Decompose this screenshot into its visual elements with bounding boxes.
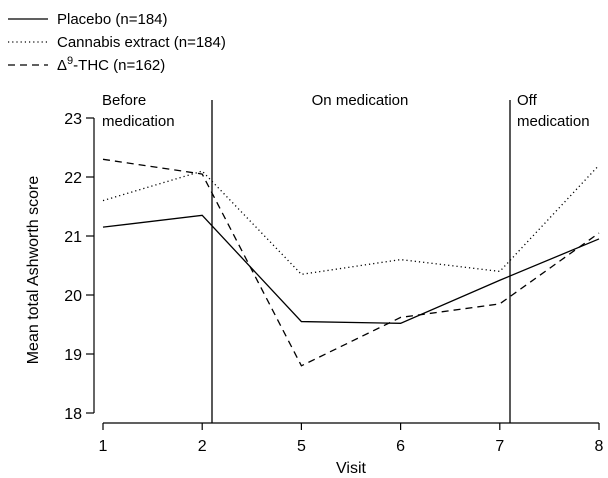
- period-label: On medication: [312, 92, 409, 109]
- data-point: [498, 270, 501, 273]
- y-tick-label: 18: [64, 406, 82, 423]
- x-tick-label: 7: [495, 438, 504, 455]
- data-point: [598, 237, 601, 240]
- y-tick-label: 20: [64, 288, 82, 305]
- data-point: [300, 320, 303, 323]
- data-point: [102, 158, 105, 161]
- data-point: [498, 279, 501, 282]
- data-point: [399, 316, 402, 319]
- x-tick-label: 8: [595, 438, 604, 455]
- legend-label: Cannabis extract (n=184): [57, 34, 226, 51]
- y-tick-label: 23: [64, 111, 82, 128]
- data-point: [498, 302, 501, 305]
- series-line-3: [102, 158, 600, 367]
- data-point: [201, 170, 204, 173]
- x-tick-label: 2: [198, 438, 207, 455]
- data-point: [201, 214, 204, 217]
- data-point: [399, 322, 402, 325]
- legend-label: Δ9-THC (n=162): [57, 55, 165, 74]
- x-tick-label: 6: [396, 438, 405, 455]
- y-tick-label: 21: [64, 229, 82, 246]
- data-point: [300, 364, 303, 367]
- y-tick-label: 22: [64, 170, 82, 187]
- y-axis-title: Mean total Ashworth score: [25, 176, 42, 365]
- x-tick-label: 5: [297, 438, 306, 455]
- y-ticks: 18 19 20 21 22 23: [64, 111, 94, 423]
- period-label: medication: [102, 113, 175, 130]
- period-dividers: [211, 100, 511, 423]
- y-tick-label: 19: [64, 347, 82, 364]
- data-point: [300, 273, 303, 276]
- x-ticks: 1 2 5 6 7 8: [99, 423, 604, 455]
- data-point: [399, 258, 402, 261]
- series-line-1: [102, 214, 600, 324]
- data-point: [201, 173, 204, 176]
- period-label: Before: [102, 92, 146, 109]
- axes: [93, 118, 599, 424]
- legend: Placebo (n=184) Cannabis extract (n=184) Δ…: [8, 11, 226, 74]
- x-tick-label: 1: [99, 438, 108, 455]
- series-lines: [102, 158, 601, 367]
- data-point: [598, 232, 601, 235]
- period-label: Off: [517, 92, 538, 109]
- x-axis-title: Visit: [336, 460, 366, 477]
- period-label: medication: [517, 113, 590, 130]
- data-point: [102, 199, 105, 202]
- series-line-2: [102, 164, 600, 276]
- legend-label: Placebo (n=184): [57, 11, 168, 28]
- data-point: [598, 164, 601, 167]
- data-point: [102, 226, 105, 229]
- period-labels: Before medication On medication Off medicati…: [102, 92, 590, 130]
